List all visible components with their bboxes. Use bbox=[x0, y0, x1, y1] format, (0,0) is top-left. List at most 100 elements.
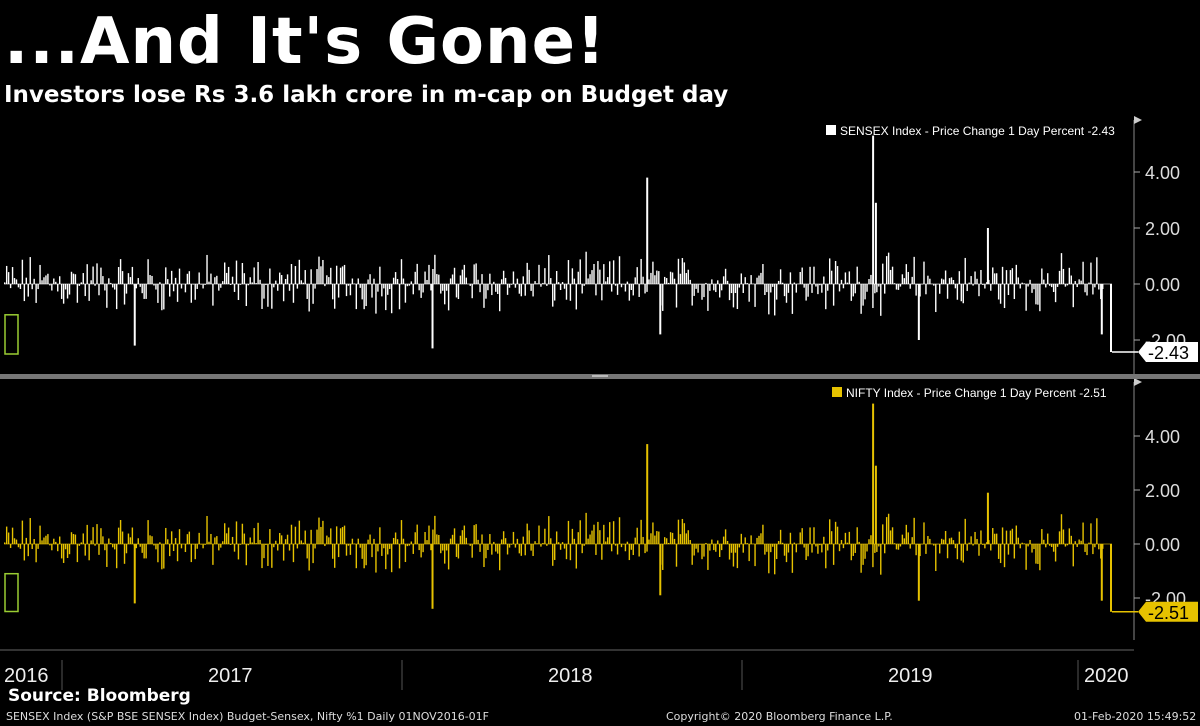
nifty-bar bbox=[43, 537, 45, 544]
sensex-bar bbox=[449, 278, 452, 284]
sensex-bar bbox=[86, 264, 88, 284]
nifty-bar bbox=[1035, 544, 1037, 564]
sensex-bar bbox=[335, 265, 338, 284]
nifty-bar bbox=[108, 538, 110, 544]
sensex-bar bbox=[284, 279, 287, 284]
nifty-bar bbox=[379, 527, 381, 544]
sensex-bar bbox=[1045, 284, 1047, 288]
sensex-bar bbox=[730, 284, 733, 294]
nifty-bar bbox=[736, 544, 739, 569]
nifty-bar bbox=[33, 539, 35, 544]
sensex-bar bbox=[235, 260, 238, 284]
sensex-bar bbox=[296, 284, 299, 289]
sensex-bar bbox=[1023, 283, 1025, 284]
sensex-bar bbox=[390, 284, 393, 314]
nifty-bar bbox=[422, 544, 424, 553]
sensex-bar bbox=[705, 282, 707, 284]
nifty-bar bbox=[1045, 544, 1047, 548]
nifty-bar bbox=[277, 544, 279, 551]
sensex-bar bbox=[1035, 284, 1037, 305]
nifty-bar bbox=[463, 525, 466, 544]
nifty-bar bbox=[263, 544, 265, 559]
nifty-bar bbox=[607, 537, 609, 544]
nifty-bar bbox=[1060, 514, 1063, 544]
nifty-bar bbox=[640, 519, 642, 544]
sensex-bar bbox=[259, 279, 261, 284]
sensex-bar bbox=[404, 284, 407, 303]
nifty-bar bbox=[361, 544, 363, 559]
nifty-bar bbox=[664, 537, 666, 544]
nifty-bar bbox=[1056, 544, 1059, 547]
sensex-bar bbox=[577, 271, 579, 284]
sensex-bar bbox=[453, 267, 456, 284]
nifty-bar bbox=[251, 542, 253, 544]
sensex-bar bbox=[933, 284, 935, 286]
nifty-bar bbox=[939, 544, 941, 554]
nifty-bar bbox=[72, 533, 75, 544]
sensex-bar bbox=[398, 284, 401, 310]
sensex-bar bbox=[271, 284, 273, 309]
sensex-bar bbox=[7, 272, 10, 284]
sensex-bar bbox=[457, 284, 460, 300]
sensex-bar bbox=[610, 284, 613, 292]
nifty-bar bbox=[210, 533, 212, 544]
sensex-bar bbox=[1082, 261, 1084, 284]
nifty-bar bbox=[188, 531, 191, 544]
sensex-bar bbox=[420, 284, 422, 298]
nifty-bar bbox=[481, 534, 483, 544]
nifty-bar bbox=[658, 531, 660, 544]
nifty-bar bbox=[811, 544, 813, 553]
sensex-bar bbox=[811, 284, 813, 293]
sensex-bar bbox=[787, 284, 790, 293]
sensex-bar bbox=[330, 267, 332, 284]
nifty-bar bbox=[671, 532, 674, 544]
nifty-bar bbox=[616, 544, 619, 555]
sensex-bar bbox=[249, 277, 251, 284]
sensex-bar bbox=[909, 284, 911, 289]
nifty-bar bbox=[665, 538, 668, 544]
nifty-bar bbox=[88, 544, 90, 561]
nifty-last-value-label: -2.51 bbox=[1148, 603, 1189, 623]
nifty-bar bbox=[864, 544, 866, 559]
nifty-bar bbox=[167, 539, 169, 544]
sensex-bar bbox=[64, 284, 67, 290]
sensex-bar bbox=[381, 284, 383, 297]
sensex-bar bbox=[591, 270, 593, 284]
sensex-bar bbox=[269, 268, 271, 284]
sensex-bar bbox=[491, 284, 493, 296]
sensex-bar bbox=[383, 284, 385, 289]
sensex-bar bbox=[196, 284, 198, 289]
sensex-bar bbox=[695, 284, 697, 289]
sensex-bar bbox=[190, 284, 193, 303]
nifty-bar bbox=[312, 544, 314, 564]
nifty-bar bbox=[777, 541, 780, 544]
nifty-bar bbox=[416, 524, 418, 544]
nifty-bar bbox=[455, 544, 458, 557]
sensex-bar bbox=[159, 282, 161, 284]
nifty-bar bbox=[569, 544, 572, 561]
nifty-bar bbox=[444, 544, 446, 564]
nifty-bar bbox=[703, 544, 705, 557]
nifty-bar bbox=[15, 539, 18, 544]
sensex-bar bbox=[559, 284, 562, 291]
sensex-bar bbox=[925, 284, 927, 295]
x-tick-label: 2016 bbox=[4, 665, 49, 687]
nifty-legend-label: NIFTY Index - Price Change 1 Day Percent… bbox=[846, 386, 1107, 400]
sensex-bar bbox=[819, 284, 821, 286]
nifty-bar bbox=[461, 530, 464, 544]
nifty-bar bbox=[300, 540, 303, 544]
sensex-bar bbox=[952, 280, 955, 284]
nifty-bar bbox=[1092, 544, 1094, 555]
sensex-bar bbox=[982, 284, 984, 285]
nifty-bar bbox=[298, 520, 301, 544]
nifty-bar bbox=[1025, 544, 1027, 570]
sensex-bar bbox=[332, 284, 334, 300]
sensex-bar bbox=[180, 284, 183, 289]
sensex-bar bbox=[677, 258, 680, 284]
sensex-bar bbox=[512, 271, 515, 284]
nifty-bar bbox=[4, 542, 6, 544]
nifty-bar bbox=[149, 535, 151, 544]
sensex-bar bbox=[229, 284, 232, 285]
sensex-bar bbox=[689, 279, 691, 284]
sensex-bar bbox=[701, 284, 703, 300]
